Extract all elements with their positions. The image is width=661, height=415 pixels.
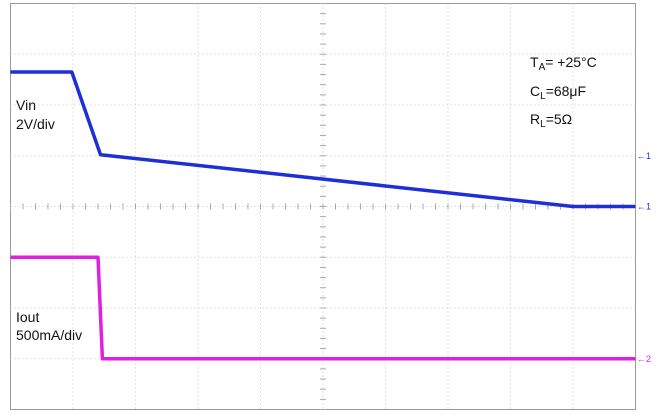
channel-marker-1: ←1 <box>637 202 651 212</box>
condition-capacitance-value: =68μF <box>546 83 586 99</box>
condition-temperature-value: = +25°C <box>545 54 597 70</box>
channel-marker-1: ←1 <box>637 151 651 161</box>
channel-marker-2: ←2 <box>637 354 651 364</box>
vin-name-label: Vin <box>16 97 36 113</box>
iout-name-label: Iout <box>16 309 39 325</box>
channel-markers: ←1 ←1 ←2 <box>637 151 651 364</box>
condition-resistance-value: =5Ω <box>546 111 572 127</box>
iout-scale-label: 500mA/div <box>16 327 82 343</box>
condition-resistance-symbol: R <box>530 111 540 127</box>
condition-capacitance-symbol: C <box>530 83 540 99</box>
vin-scale-label: 2V/div <box>16 116 55 132</box>
